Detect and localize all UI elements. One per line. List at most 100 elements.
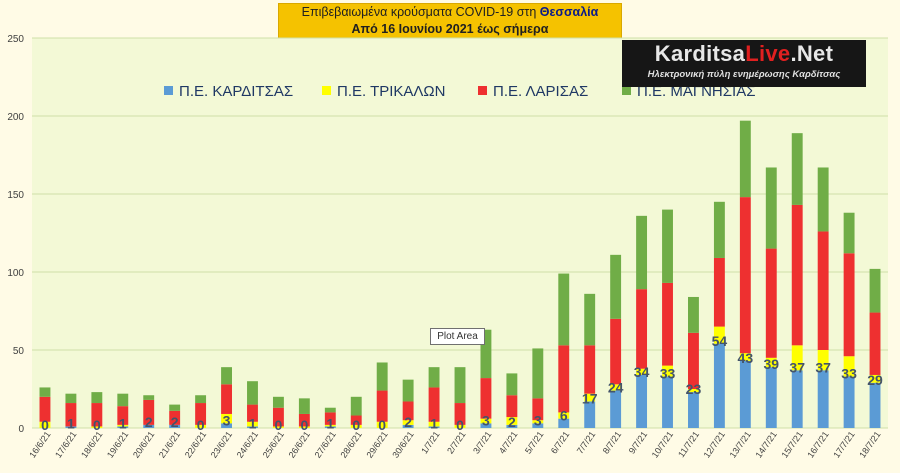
bar-segment[interactable] <box>402 401 414 421</box>
bar-segment[interactable] <box>247 404 258 422</box>
bar-segment[interactable] <box>817 167 829 232</box>
bar-segment[interactable] <box>169 424 181 428</box>
bar-segment[interactable] <box>506 424 518 428</box>
bar-segment[interactable] <box>688 296 699 333</box>
bar-segment[interactable] <box>817 370 829 428</box>
bar-segment[interactable] <box>428 426 440 428</box>
bar-segment[interactable] <box>636 374 648 428</box>
bar-segment[interactable] <box>117 393 129 407</box>
bar-segment[interactable] <box>506 417 518 425</box>
bar-segment[interactable] <box>402 424 414 428</box>
bar-segment[interactable] <box>584 293 596 346</box>
bar-segment[interactable] <box>247 421 258 427</box>
bar-segment[interactable] <box>558 412 570 419</box>
bar-segment[interactable] <box>869 382 881 428</box>
bar-segment[interactable] <box>324 412 336 425</box>
bar-segment[interactable] <box>117 424 129 427</box>
bar-segment[interactable] <box>584 393 596 402</box>
bar-segment[interactable] <box>843 253 855 357</box>
bar-segment[interactable] <box>39 387 51 397</box>
bar-segment[interactable] <box>506 395 518 418</box>
bar-segment[interactable] <box>39 421 51 428</box>
bar-segment[interactable] <box>480 423 492 428</box>
bar-segment[interactable] <box>350 424 362 428</box>
bar-segment[interactable] <box>713 326 725 344</box>
bar-segment[interactable] <box>791 345 803 371</box>
bar-segment[interactable] <box>688 332 699 389</box>
bar-segment[interactable] <box>195 403 207 425</box>
bar-segment[interactable] <box>117 426 129 428</box>
bar-segment[interactable] <box>662 209 673 283</box>
bar-segment[interactable] <box>532 423 544 428</box>
bar-segment[interactable] <box>350 396 362 416</box>
bar-segment[interactable] <box>610 390 622 428</box>
bar-segment[interactable] <box>869 268 881 313</box>
bar-segment[interactable] <box>272 396 284 408</box>
bar-segment[interactable] <box>688 389 699 393</box>
bar-segment[interactable] <box>454 424 466 428</box>
bar-segment[interactable] <box>532 398 544 421</box>
bar-segment[interactable] <box>117 406 129 425</box>
bar-segment[interactable] <box>713 257 725 327</box>
bar-segment[interactable] <box>558 273 570 346</box>
bar-segment[interactable] <box>65 403 77 427</box>
bar-segment[interactable] <box>143 399 155 425</box>
bar-segment[interactable] <box>195 395 207 404</box>
bar-segment[interactable] <box>869 312 881 375</box>
bar-segment[interactable] <box>376 390 388 422</box>
bar-segment[interactable] <box>610 254 622 319</box>
bar-segment[interactable] <box>791 370 803 428</box>
bar-segment[interactable] <box>610 384 622 391</box>
bar-segment[interactable] <box>195 424 207 428</box>
bar-segment[interactable] <box>91 426 103 428</box>
bar-segment[interactable] <box>480 329 492 379</box>
bar-segment[interactable] <box>610 318 622 385</box>
bar-segment[interactable] <box>143 395 155 400</box>
bar-segment[interactable] <box>532 420 544 424</box>
bar-segment[interactable] <box>636 368 648 375</box>
bar-segment[interactable] <box>480 418 492 424</box>
bar-segment[interactable] <box>169 404 181 411</box>
bar-segment[interactable] <box>713 343 725 428</box>
bar-segment[interactable] <box>169 410 181 425</box>
bar-segment[interactable] <box>532 348 544 399</box>
bar-segment[interactable] <box>298 413 310 427</box>
bar-segment[interactable] <box>480 378 492 419</box>
bar-segment[interactable] <box>739 360 751 428</box>
bar-segment[interactable] <box>143 424 155 428</box>
bar-segment[interactable] <box>688 392 699 428</box>
bar-segment[interactable] <box>65 393 77 404</box>
bar-segment[interactable] <box>221 384 232 414</box>
bar-segment[interactable] <box>739 120 751 198</box>
bar-segment[interactable] <box>662 365 673 377</box>
bar-segment[interactable] <box>428 421 440 427</box>
bar-segment[interactable] <box>324 407 336 413</box>
bar-segment[interactable] <box>739 353 751 361</box>
bar-segment[interactable] <box>298 426 310 428</box>
bar-segment[interactable] <box>65 426 77 428</box>
bar-segment[interactable] <box>272 426 284 428</box>
bar-segment[interactable] <box>817 231 829 350</box>
bar-segment[interactable] <box>765 167 777 249</box>
bar-segment[interactable] <box>221 367 232 385</box>
bar-segment[interactable] <box>402 379 414 402</box>
bar-segment[interactable] <box>91 403 103 427</box>
bar-segment[interactable] <box>584 345 596 394</box>
bar-segment[interactable] <box>558 345 570 413</box>
bar-segment[interactable] <box>428 387 440 422</box>
bar-segment[interactable] <box>324 426 336 428</box>
bar-segment[interactable] <box>221 423 232 428</box>
bar-segment[interactable] <box>247 426 258 428</box>
bar-segment[interactable] <box>376 421 388 428</box>
bar-segment[interactable] <box>454 403 466 425</box>
bar-segment[interactable] <box>558 418 570 428</box>
bar-segment[interactable] <box>843 212 855 254</box>
bar-segment[interactable] <box>402 420 414 425</box>
bar-segment[interactable] <box>247 381 258 405</box>
bar-segment[interactable] <box>584 401 596 428</box>
bar-segment[interactable] <box>817 350 829 371</box>
bar-segment[interactable] <box>713 201 725 258</box>
bar-segment[interactable] <box>350 415 362 425</box>
bar-segment[interactable] <box>298 398 310 414</box>
bar-segment[interactable] <box>662 376 673 428</box>
